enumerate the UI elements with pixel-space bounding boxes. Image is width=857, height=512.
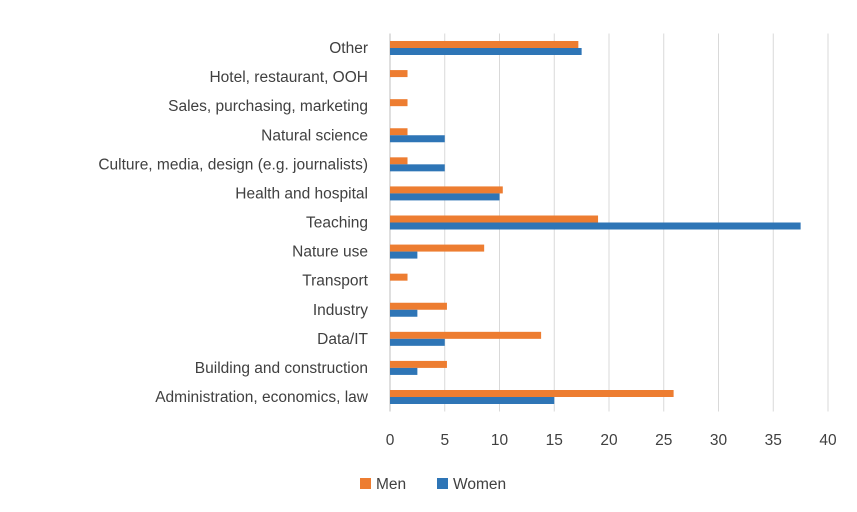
x-tick-label-0: 0 [386, 432, 395, 449]
x-tick-label-15: 15 [546, 432, 563, 449]
legend: Men Women [360, 476, 506, 493]
bar-men-administration-economics-law [390, 390, 674, 397]
bar-women-administration-economics-law [390, 397, 555, 404]
bar-men-natural-science [390, 128, 408, 136]
bar-men-culture-media-design-e-g-journalists [390, 157, 408, 165]
x-tick-label-10: 10 [491, 432, 509, 449]
bar-men-data-it [390, 331, 542, 339]
bar-men-hotel-restaurant-ooh [390, 70, 408, 78]
bar-men-teaching [390, 215, 599, 223]
bar-men-building-and-construction [390, 360, 447, 368]
x-tick-label-30: 30 [710, 432, 728, 449]
bar-men-sales-purchasing-marketing [390, 99, 408, 107]
category-label-sales-purchasing-marketing: Sales, purchasing, marketing [168, 98, 368, 115]
x-tick-label-40: 40 [819, 432, 837, 449]
bar-men-industry [390, 302, 447, 310]
category-label-administration-economics-law: Administration, economics, law [155, 389, 369, 406]
legend-swatch-men [360, 478, 371, 489]
legend-label-women: Women [453, 476, 506, 493]
bars-layer [390, 41, 801, 404]
category-labels: Other Hotel, restaurant, OOH Sales, purcha… [98, 40, 368, 406]
x-tick-label-20: 20 [600, 432, 618, 449]
category-label-health-and-hospital: Health and hospital [235, 185, 368, 202]
bar-men-transport [390, 273, 408, 281]
category-label-nature-use: Nature use [292, 244, 368, 261]
category-label-transport: Transport [302, 273, 368, 290]
bar-women-other [390, 48, 582, 55]
bar-women-teaching [390, 222, 801, 230]
x-tick-label-35: 35 [765, 432, 782, 449]
category-label-culture-media-design-e-g-journalists: Culture, media, design (e.g. journalists… [98, 156, 368, 173]
x-tick-label-5: 5 [440, 432, 449, 449]
bar-women-building-and-construction [390, 367, 418, 375]
x-tick-label-25: 25 [655, 432, 672, 449]
bar-men-other [390, 41, 579, 48]
category-label-other: Other [329, 40, 368, 57]
category-label-industry: Industry [313, 302, 368, 319]
legend-item-men: Men [360, 476, 406, 493]
bar-women-culture-media-design-e-g-journalists [390, 164, 445, 172]
legend-item-women: Women [437, 476, 506, 493]
legend-label-men: Men [376, 476, 406, 493]
bar-men-health-and-hospital [390, 186, 503, 194]
category-label-building-and-construction: Building and construction [195, 360, 368, 377]
bar-women-health-and-hospital [390, 193, 500, 201]
x-tick-labels: 0 5 10 15 20 25 30 35 40 [386, 432, 837, 449]
category-label-hotel-restaurant-ooh: Hotel, restaurant, OOH [209, 69, 368, 86]
bar-women-natural-science [390, 135, 445, 143]
legend-swatch-women [437, 478, 448, 489]
category-label-data-it: Data/IT [317, 331, 368, 348]
bar-women-industry [390, 309, 418, 317]
category-label-natural-science: Natural science [261, 127, 368, 144]
bar-men-nature-use [390, 244, 485, 252]
bar-women-nature-use [390, 251, 418, 259]
category-label-teaching: Teaching [306, 215, 368, 232]
bar-women-data-it [390, 338, 445, 346]
